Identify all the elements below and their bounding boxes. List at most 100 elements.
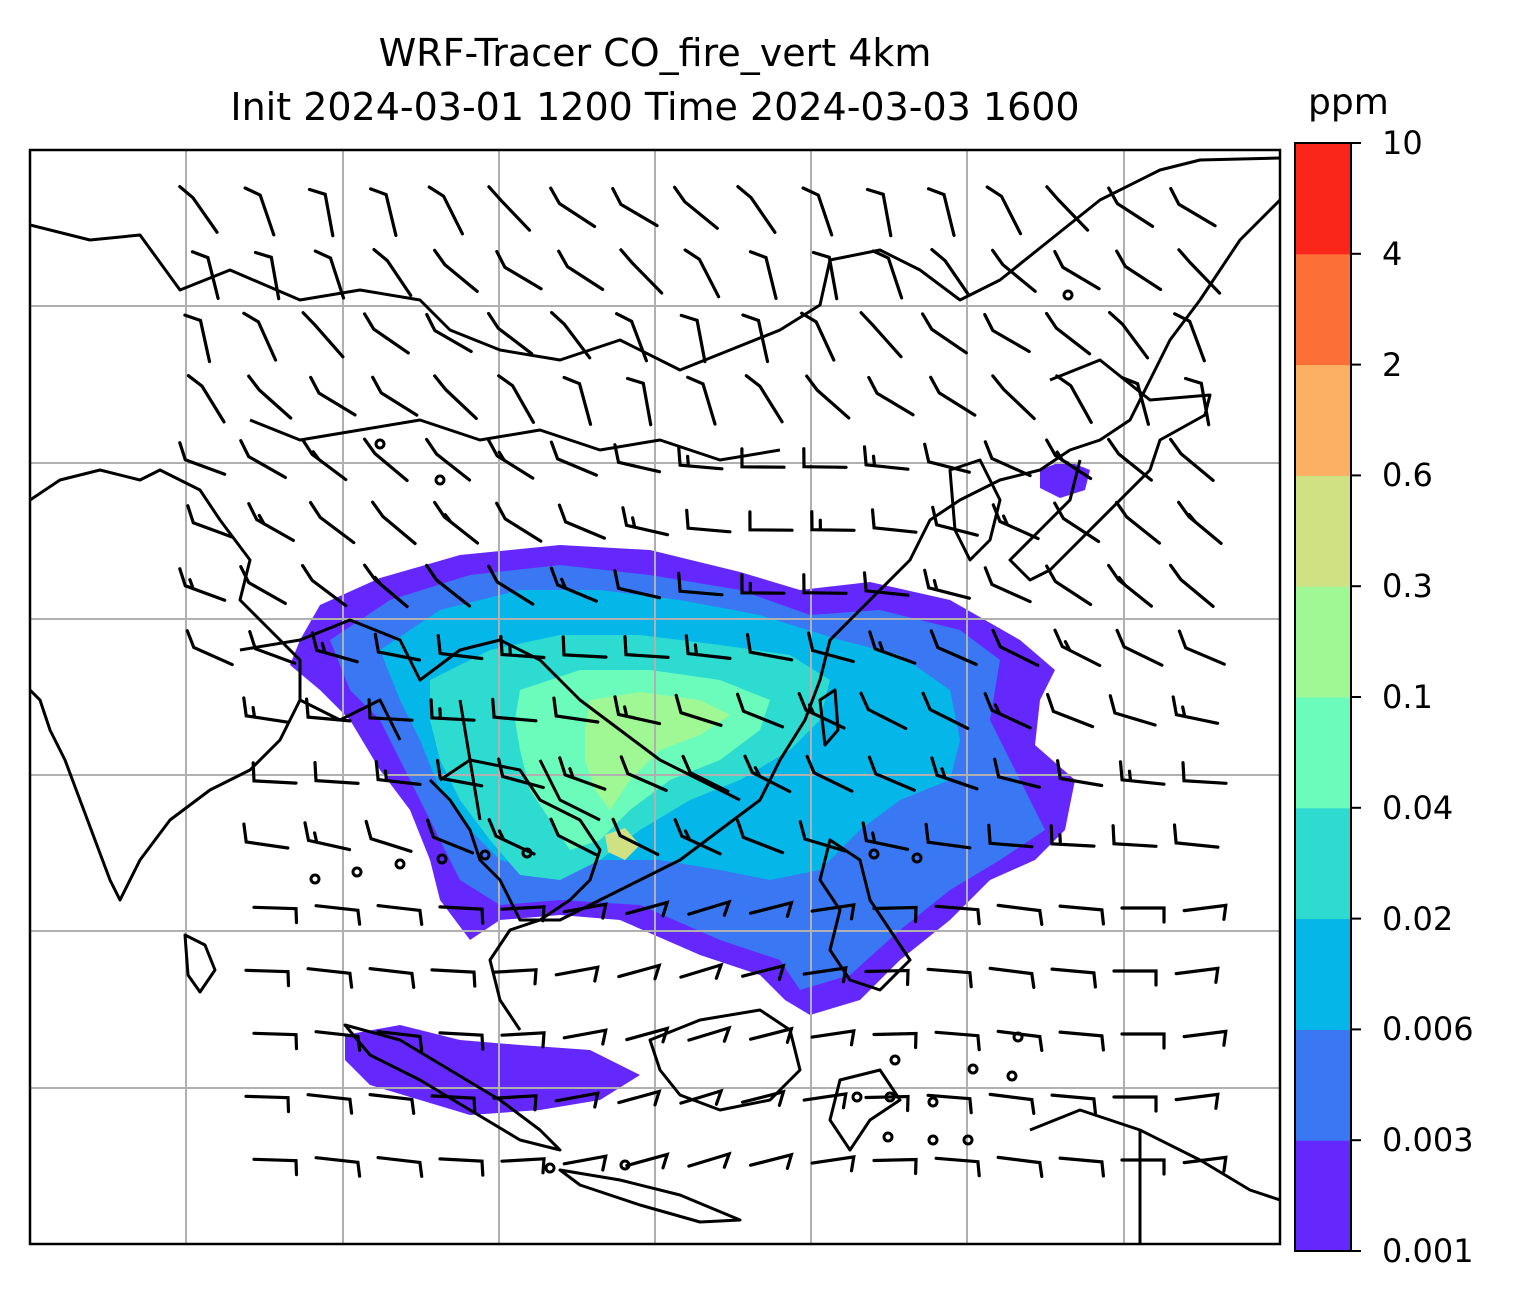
wind-barb xyxy=(991,628,1040,667)
wind-barb xyxy=(987,823,1034,849)
calm-circle xyxy=(394,858,406,870)
wind-barb xyxy=(430,1094,477,1114)
wind-barb xyxy=(1174,966,1220,984)
wind-barb xyxy=(802,447,848,469)
wind-barb xyxy=(497,374,535,424)
wind-barb xyxy=(811,250,839,301)
calm-circle xyxy=(967,1063,979,1075)
colorbar-segment xyxy=(1295,1140,1351,1252)
wind-barb xyxy=(1053,501,1101,544)
wind-barb xyxy=(372,248,413,297)
wind-barb xyxy=(1177,248,1222,295)
wind-barb xyxy=(178,185,219,234)
wind-barb xyxy=(748,250,778,300)
calm-circle xyxy=(868,848,880,860)
wind-barb xyxy=(797,692,846,730)
wind-barb xyxy=(862,571,910,597)
wind-barb xyxy=(242,822,290,850)
wind-barb xyxy=(613,695,662,726)
wind-barb xyxy=(993,757,1041,789)
wind-barb xyxy=(1050,1093,1097,1115)
colorbar-tick-label: 0.6 xyxy=(1382,456,1433,495)
wind-barb xyxy=(991,248,1037,293)
coastlines xyxy=(30,156,1280,1244)
colorbar-tick-label: 0.04 xyxy=(1382,788,1454,827)
wind-barb xyxy=(985,185,1023,236)
colorbar-segment xyxy=(1295,1029,1351,1141)
coast-java xyxy=(558,1168,742,1224)
wind-barb xyxy=(303,821,352,852)
map-title-line-1: WRF-Tracer CO_fire_vert 4km xyxy=(378,31,932,75)
calm-circle xyxy=(882,1131,894,1143)
wind-barb xyxy=(864,968,910,987)
wind-barb xyxy=(741,1089,786,1107)
wind-barb xyxy=(744,374,784,424)
wind-barb xyxy=(552,696,600,724)
colorbar-tick-label: 2 xyxy=(1382,345,1403,384)
wind-barb xyxy=(929,375,977,417)
coast-sumatra xyxy=(343,1023,562,1152)
wind-barb xyxy=(988,966,1036,989)
wind-barb xyxy=(252,1031,299,1051)
wind-barb xyxy=(865,187,893,238)
wind-barb xyxy=(748,510,794,532)
wind-barb xyxy=(1107,186,1155,228)
calm-circle xyxy=(927,1096,939,1108)
wind-barb xyxy=(983,440,1032,478)
wind-barb xyxy=(934,904,981,926)
wind-barb xyxy=(549,817,598,857)
colorbar-ticks xyxy=(1351,142,1361,1252)
wind-barb xyxy=(499,635,546,660)
wind-barb xyxy=(749,900,794,918)
calm-circle xyxy=(1006,1070,1018,1082)
wind-barb xyxy=(749,1152,794,1170)
wind-barb xyxy=(687,1151,732,1169)
wind-barb xyxy=(561,635,608,659)
wind-barb xyxy=(1045,438,1093,481)
wind-barb xyxy=(242,696,290,724)
wind-barb xyxy=(802,1091,848,1110)
wind-barb xyxy=(930,248,971,297)
wind-barb xyxy=(1056,759,1104,788)
wind-barb xyxy=(983,566,1032,604)
calm-circle xyxy=(911,852,923,864)
wind-barb xyxy=(923,568,971,600)
wind-barb xyxy=(307,187,335,238)
wind-barb xyxy=(247,502,295,542)
wind-barb xyxy=(247,374,293,420)
calm-circle xyxy=(962,1134,974,1146)
wind-barb xyxy=(190,250,220,300)
wind-barb xyxy=(1120,376,1150,426)
colorbar xyxy=(1295,143,1351,1252)
wind-barb xyxy=(1058,1156,1105,1178)
wind-barb xyxy=(1182,1155,1228,1173)
wind-barb xyxy=(683,248,721,299)
colorbar-tick-label: 0.3 xyxy=(1382,567,1433,606)
wind-barb xyxy=(673,818,722,856)
wind-barb xyxy=(872,1031,918,1050)
wind-barb xyxy=(500,1157,546,1175)
wind-barb xyxy=(242,311,278,362)
wind-barb xyxy=(253,250,281,301)
wind-barb xyxy=(487,438,535,480)
map-title-line-2: Init 2024-03-01 1200 Time 2024-03-03 160… xyxy=(230,85,1080,129)
coast-taiwan xyxy=(818,688,840,747)
wind-barb xyxy=(313,249,346,300)
wind-barb xyxy=(1173,312,1206,363)
wind-barb xyxy=(988,1092,1036,1115)
wind-barb xyxy=(1050,967,1097,989)
wind-barb xyxy=(487,564,535,606)
wind-barb xyxy=(991,374,1036,421)
wind-barb xyxy=(934,1156,981,1178)
wind-barb xyxy=(1120,1158,1166,1176)
wind-barb xyxy=(557,503,606,540)
coast-india xyxy=(30,468,302,902)
coast-srilanka xyxy=(183,933,217,994)
coast-east-asia xyxy=(428,198,1280,922)
wind-barb xyxy=(1058,1030,1105,1052)
tracer-patch-south xyxy=(345,1025,640,1115)
wind-barb xyxy=(492,1094,538,1112)
wind-barb xyxy=(996,903,1044,926)
wind-barb xyxy=(239,565,287,605)
